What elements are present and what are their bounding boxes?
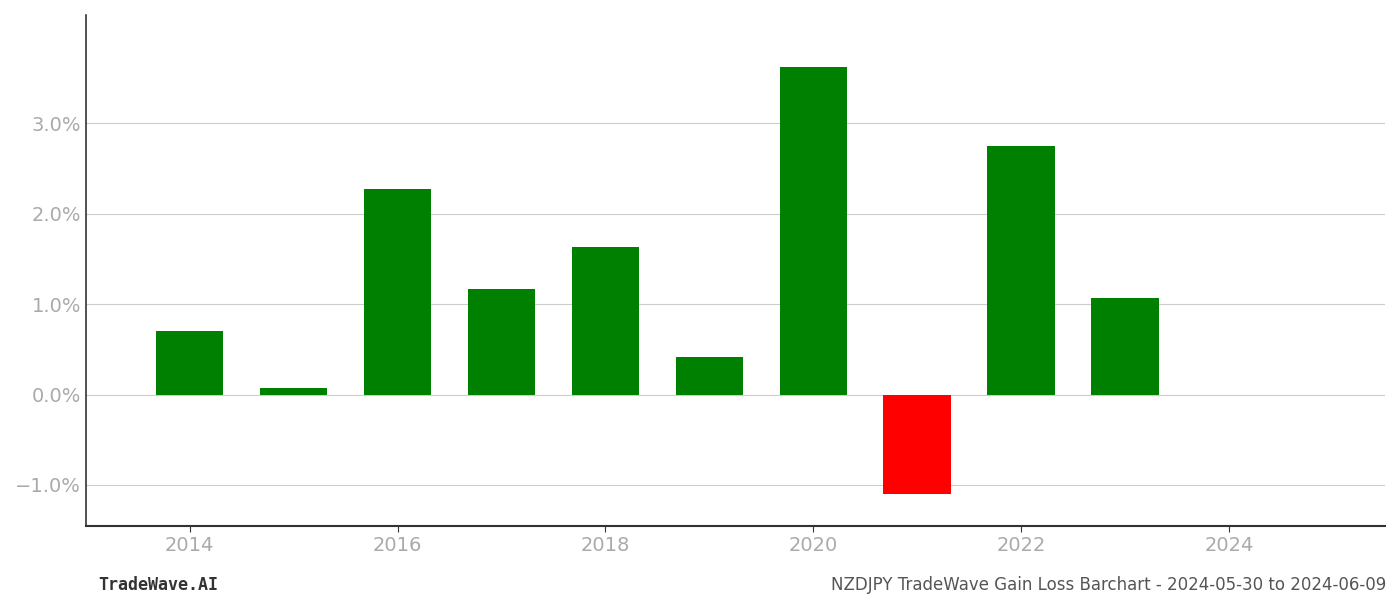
Bar (468, 289, 535, 395)
Text: TradeWave.AI: TradeWave.AI (98, 576, 218, 594)
Bar (1092, 298, 1159, 395)
Bar (155, 331, 224, 395)
Bar (571, 247, 640, 395)
Bar (364, 188, 431, 395)
Bar (987, 146, 1056, 395)
Bar (883, 395, 951, 494)
Bar (780, 67, 847, 395)
Text: NZDJPY TradeWave Gain Loss Barchart - 2024-05-30 to 2024-06-09: NZDJPY TradeWave Gain Loss Barchart - 20… (830, 576, 1386, 594)
Bar (260, 388, 328, 395)
Bar (676, 356, 743, 395)
